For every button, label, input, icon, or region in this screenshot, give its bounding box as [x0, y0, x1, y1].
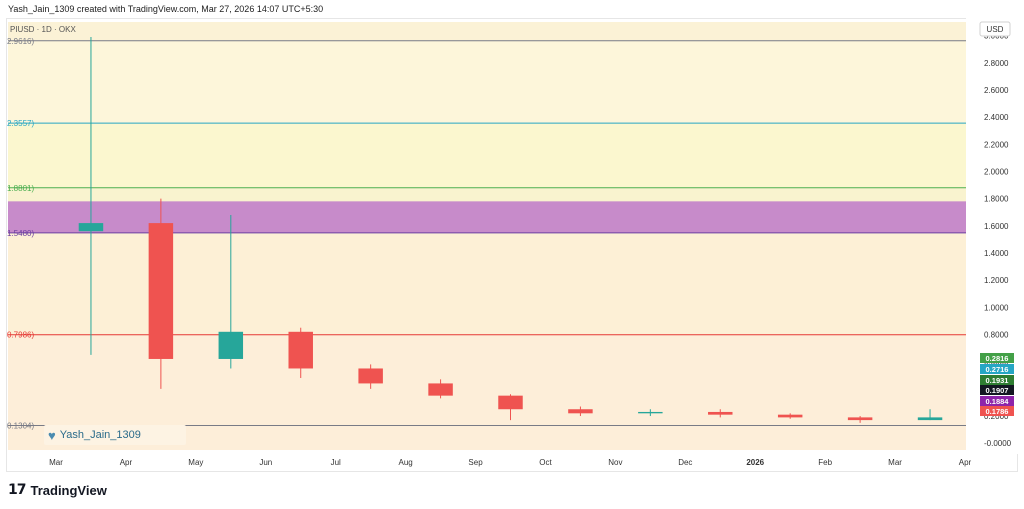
y-tick-14: 0.2000 [984, 412, 1009, 421]
price-tag-bg-5 [980, 406, 1014, 416]
fib-label-0: 2.9616) [7, 37, 34, 46]
chart-caption: Yash_Jain_1309 created with TradingView.… [8, 4, 324, 14]
candle-body-11 [847, 417, 873, 421]
y-tick-6: 1.8000 [984, 195, 1009, 204]
fib-band-0 [8, 22, 966, 41]
x-tick-6: Sep [468, 458, 483, 467]
symbol-label: PIUSD · 1D · OKX [10, 25, 76, 34]
fib-band-2 [8, 123, 966, 188]
price-tag-bg-0 [980, 353, 1014, 363]
candle-body-12 [917, 417, 943, 421]
currency-label: USD [987, 25, 1004, 34]
price-tag-3: 0.1907 [986, 386, 1009, 395]
price-tag-bg-3 [980, 385, 1014, 395]
price-tag-bg-2 [980, 375, 1014, 385]
y-tick-11: 0.8000 [984, 331, 1009, 340]
y-tick-1: 2.8000 [984, 59, 1009, 68]
x-tick-9: Dec [678, 458, 692, 467]
brand-text: TradingView [30, 482, 107, 498]
y-tick-3: 2.4000 [984, 113, 1009, 122]
y-tick-8: 1.4000 [984, 249, 1009, 258]
currency-box [979, 21, 1011, 37]
fib-label-2: 1.8801) [7, 184, 34, 193]
price-tag-4: 0.1884 [986, 397, 1010, 406]
candle-body-2 [218, 331, 244, 359]
x-tick-12: Mar [888, 458, 902, 467]
x-tick-10: 2026 [746, 458, 764, 467]
price-tag-5: 0.1786 [986, 407, 1009, 416]
x-tick-11: Feb [818, 458, 832, 467]
watermark-text: Yash_Jain_1309 [59, 429, 141, 441]
y-tick-15: -0.0000 [984, 439, 1012, 448]
candle-body-6 [498, 395, 523, 410]
y-tick-10: 1.0000 [984, 303, 1009, 312]
heart-icon: ♥ [48, 427, 56, 443]
candle-body-8 [638, 411, 663, 414]
price-tag-2: 0.1931 [986, 376, 1009, 385]
candle-body-9 [708, 411, 733, 415]
price-tag-1: 0.2716 [986, 365, 1009, 374]
y-tick-7: 1.6000 [984, 222, 1009, 231]
x-tick-1: Apr [120, 458, 133, 467]
price-tag-bg-1 [980, 364, 1014, 374]
x-tick-0: Mar [49, 458, 63, 467]
price-tag-0: 0.2816 [986, 354, 1009, 363]
candle-body-4 [358, 368, 383, 384]
x-tick-5: Aug [398, 458, 412, 467]
candle-body-0 [78, 223, 104, 232]
candle-body-1 [148, 223, 174, 359]
author-watermark: ♥ Yash_Jain_1309 [44, 425, 186, 445]
fib-label-1: 2.3557) [7, 119, 34, 128]
x-tick-2: May [188, 458, 203, 467]
x-tick-7: Oct [539, 458, 552, 467]
fib-label-5: 0.1304) [7, 421, 34, 430]
tradingview-logo[interactable]: 17 TradingView [8, 482, 107, 498]
x-tick-8: Nov [608, 458, 622, 467]
y-tick-9: 1.2000 [984, 276, 1009, 285]
fib-label-3: 1.5480) [7, 229, 34, 238]
candle-body-5 [428, 383, 453, 396]
price-tag-bg-4 [980, 396, 1014, 406]
fib-band-1 [8, 40, 966, 124]
y-tick-4: 2.2000 [984, 140, 1009, 149]
x-tick-4: Jul [331, 458, 341, 467]
tradingview-icon: 17 [8, 482, 27, 498]
y-tick-5: 2.0000 [984, 167, 1009, 176]
candle-body-10 [777, 414, 803, 418]
fib-label-4: 0.7986) [7, 331, 34, 340]
y-tick-2: 2.6000 [984, 86, 1009, 95]
x-tick-13: Apr [959, 458, 972, 467]
candle-body-3 [288, 331, 313, 369]
candle-body-7 [568, 409, 593, 414]
x-tick-3: Jun [259, 458, 272, 467]
